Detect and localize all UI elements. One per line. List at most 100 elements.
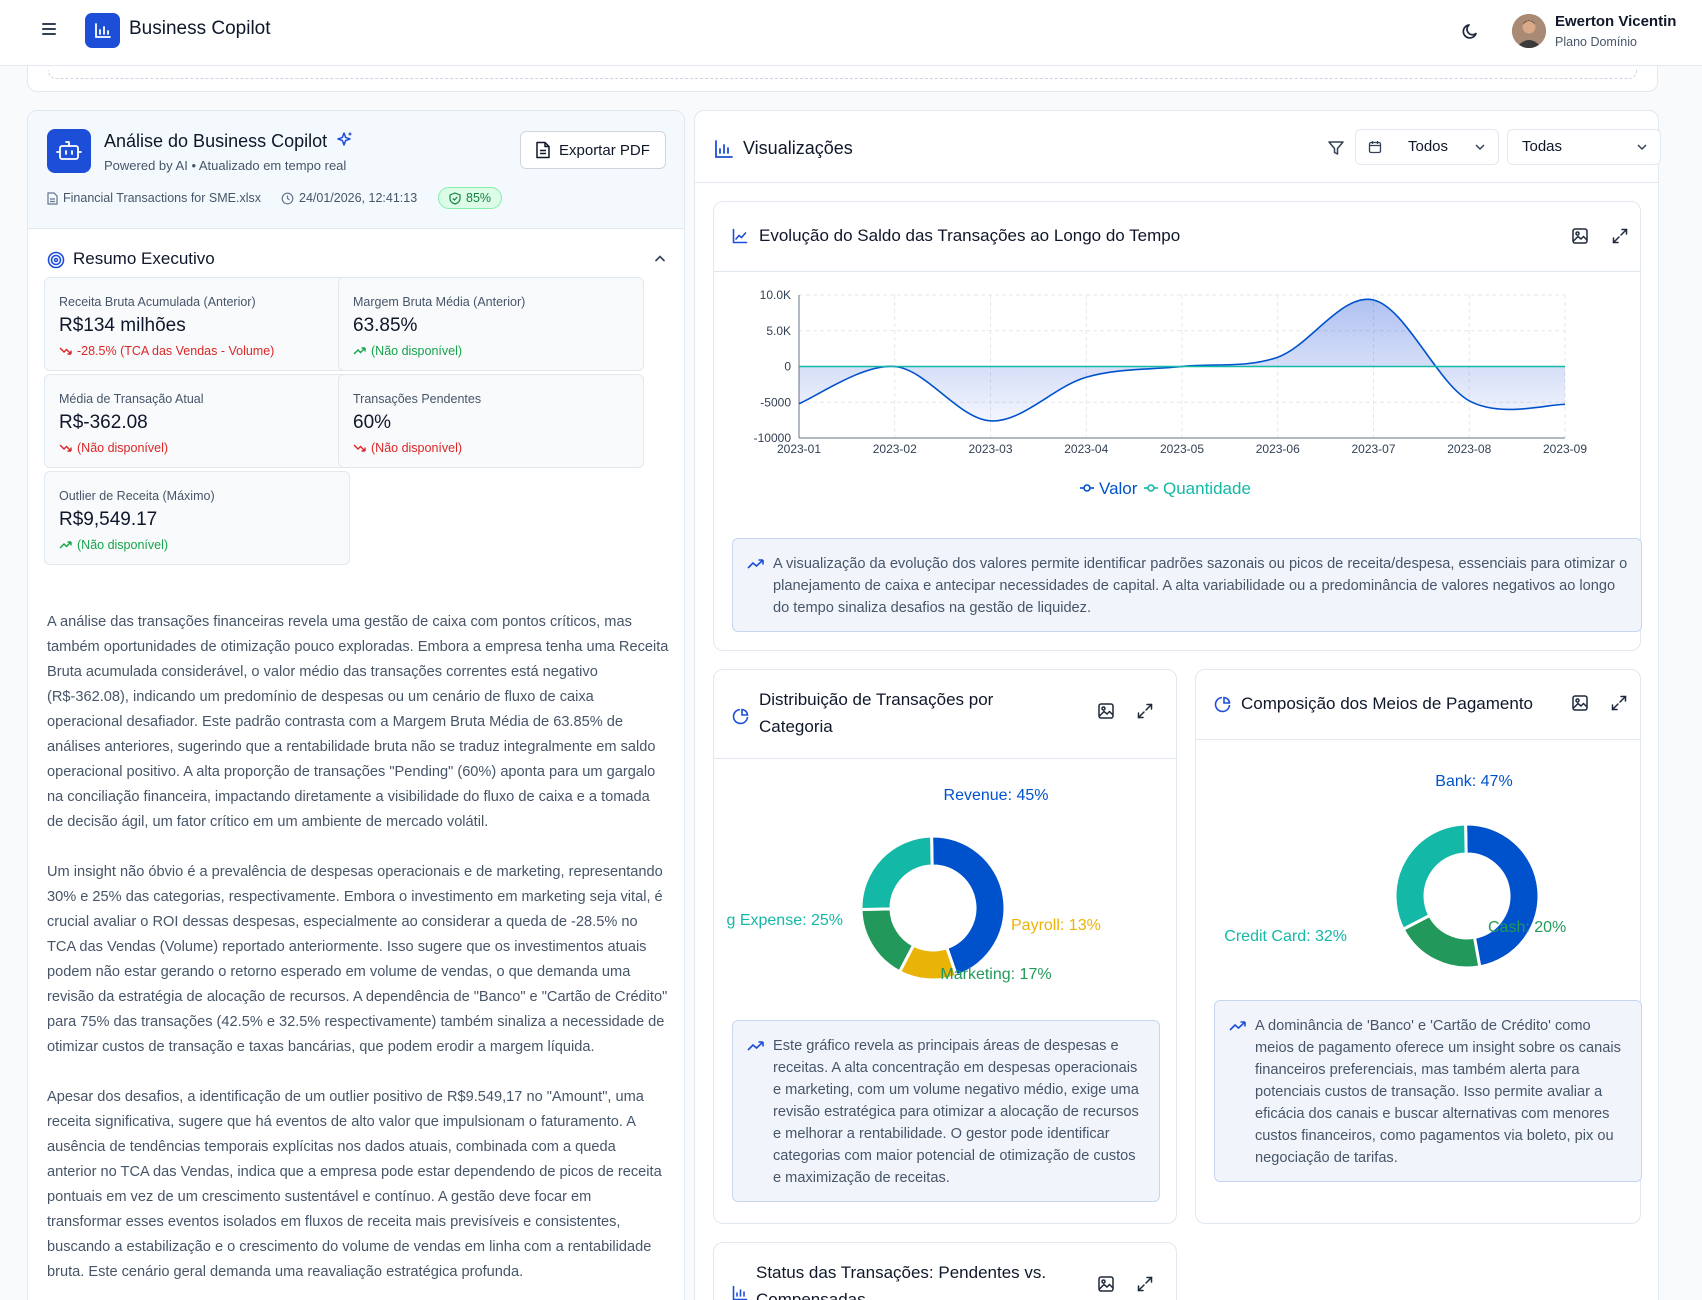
analysis-subtitle: Powered by AI • Atualizado em tempo real [104, 158, 347, 173]
category-chart-insight: Este gráfico revela as principais áreas … [732, 1020, 1160, 1202]
category-select[interactable]: Todas [1507, 129, 1661, 165]
category-select-value: Todas [1522, 138, 1563, 155]
slice-label: Bank: 47% [1435, 773, 1512, 790]
clock-icon [281, 192, 294, 204]
category-donut-chart: Revenue: 45% Payroll: 13% Marketing: 17% ıg… [726, 787, 1101, 983]
payment-methods-card: Composição dos Meios de Pagamento Bank: … [1195, 669, 1642, 1224]
kpi-label: Outlier de Receita (Máximo) [59, 489, 215, 503]
y-tick-label: 0 [784, 360, 791, 374]
x-tick-label: 2023-08 [1447, 442, 1491, 456]
analysis-paragraph: A análise das transações financeiras rev… [47, 614, 669, 830]
expand-icon[interactable] [1136, 1275, 1154, 1293]
insight-text: A dominância de 'Banco' e 'Cartão de Cré… [1255, 1018, 1621, 1166]
kpi-label: Margem Bruta Média (Anterior) [353, 295, 526, 309]
period-select-value: Todos [1408, 138, 1449, 155]
x-tick-label: 2023-06 [1256, 442, 1300, 456]
kpi-delta: (Não disponível) [353, 441, 462, 455]
app-logo-icon [85, 13, 120, 48]
export-pdf-button[interactable]: Exportar PDF [520, 131, 666, 169]
donut-slice [1393, 822, 1468, 932]
insight-text: Este gráfico revela as principais áreas … [773, 1038, 1139, 1186]
collapse-chevron-up-icon[interactable] [653, 252, 667, 266]
trending-down-icon [59, 347, 72, 355]
slice-label: Payroll: 13% [1011, 917, 1101, 934]
expand-icon[interactable] [1610, 694, 1628, 712]
kpi-delta: (Não disponível) [353, 344, 462, 358]
image-download-icon[interactable] [1097, 702, 1115, 720]
pie-chart-icon [732, 708, 749, 725]
x-tick-label: 2023-01 [777, 442, 821, 456]
slice-label: ıg Expense: 25% [726, 912, 843, 929]
filter-icon[interactable] [1327, 139, 1345, 157]
divider [714, 271, 1640, 272]
valor-area [799, 299, 1565, 421]
source-file: Financial Transactions for SME.xlsx [47, 191, 261, 205]
executive-summary-title: Resumo Executivo [73, 249, 215, 268]
transaction-status-card: Status das Transações: Pendentes vs. Com… [713, 1242, 1177, 1300]
kpi-value: 60% [353, 412, 392, 433]
legend-item: Quantidade [1163, 479, 1251, 498]
insight-text: A visualização da evolução dos valores p… [773, 556, 1628, 616]
file-icon [47, 191, 58, 205]
trending-down-icon [59, 444, 72, 452]
period-select[interactable]: Todos [1355, 129, 1499, 165]
donut-slice [859, 907, 916, 974]
dark-mode-moon-icon[interactable] [1460, 20, 1482, 42]
shield-check-icon [449, 191, 461, 205]
y-tick-label: -5000 [760, 395, 791, 409]
x-tick-label: 2023-07 [1351, 442, 1395, 456]
user-plan: Plano Domínio [1555, 35, 1637, 49]
user-name: Ewerton Vicentin [1555, 13, 1677, 30]
kpi-label: Receita Bruta Acumulada (Anterior) [59, 295, 256, 309]
trending-up-icon [1229, 1021, 1246, 1031]
user-avatar[interactable] [1512, 14, 1546, 48]
analysis-paragraph: Um insight não óbvio é a prevalência de … [47, 864, 668, 1055]
divider [714, 758, 1176, 759]
image-download-icon[interactable] [1571, 694, 1589, 712]
expand-icon[interactable] [1611, 227, 1629, 245]
chevron-down-icon [1637, 144, 1647, 151]
trending-up-icon [747, 1041, 764, 1051]
bot-icon [47, 129, 91, 173]
donut-slice [1464, 822, 1541, 969]
x-tick-label: 2023-02 [873, 442, 917, 456]
kpi-label: Transações Pendentes [353, 392, 482, 406]
menu-icon[interactable] [38, 20, 60, 42]
slice-label: Cash: 20% [1488, 919, 1566, 936]
calendar-icon [1368, 141, 1382, 154]
visualizations-title: Visualizações [743, 138, 853, 158]
y-tick-label: 5.0K [766, 324, 791, 338]
slice-label: Marketing: 17% [940, 966, 1051, 983]
payment-chart-title: Composição dos Meios de Pagamento [1241, 694, 1533, 713]
payment-chart-insight: A dominância de 'Banco' e 'Cartão de Cré… [1214, 1000, 1642, 1182]
analysis-body: A análise das transações financeiras rev… [47, 610, 669, 1300]
sparkles-icon [337, 132, 352, 146]
x-tick-label: 2023-09 [1543, 442, 1587, 456]
kpi-value: R$-362.08 [59, 412, 148, 433]
trending-up-icon [353, 347, 366, 355]
balance-evolution-card: Evolução do Saldo das Transações ao Long… [713, 201, 1642, 651]
kpi-card: Média de Transação Atual R$-362.08 (Não … [44, 374, 350, 468]
analysis-panel: Análise do Business Copilot Powered by A… [27, 110, 685, 1300]
trending-down-icon [353, 444, 366, 452]
expand-icon[interactable] [1136, 702, 1154, 720]
y-tick-label: 10.0K [760, 288, 791, 302]
y-tick-label: -10000 [754, 431, 792, 445]
analysis-title: Análise do Business Copilot [104, 131, 354, 152]
export-pdf-label: Exportar PDF [559, 141, 650, 159]
top-bar: Business Copilot Ewerton Vicentin Plano … [0, 0, 1702, 66]
divider [1196, 739, 1640, 740]
updated-timestamp: 24/01/2026, 12:41:13 [281, 191, 417, 205]
upload-card-remnant [27, 66, 1658, 92]
image-download-icon[interactable] [1097, 1275, 1115, 1293]
line-chart-insight: A visualização da evolução dos valores p… [732, 538, 1642, 632]
kpi-delta: -28.5% (TCA das Vendas - Volume) [59, 344, 274, 358]
kpi-delta: (Não disponível) [59, 538, 168, 552]
bar-chart-icon [732, 1285, 748, 1300]
kpi-value: R$9,549.17 [59, 509, 158, 530]
line-chart-icon [732, 228, 748, 244]
donut-slice [859, 834, 934, 911]
line-chart-title: Evolução do Saldo das Transações ao Long… [759, 226, 1181, 245]
image-download-icon[interactable] [1571, 227, 1589, 245]
